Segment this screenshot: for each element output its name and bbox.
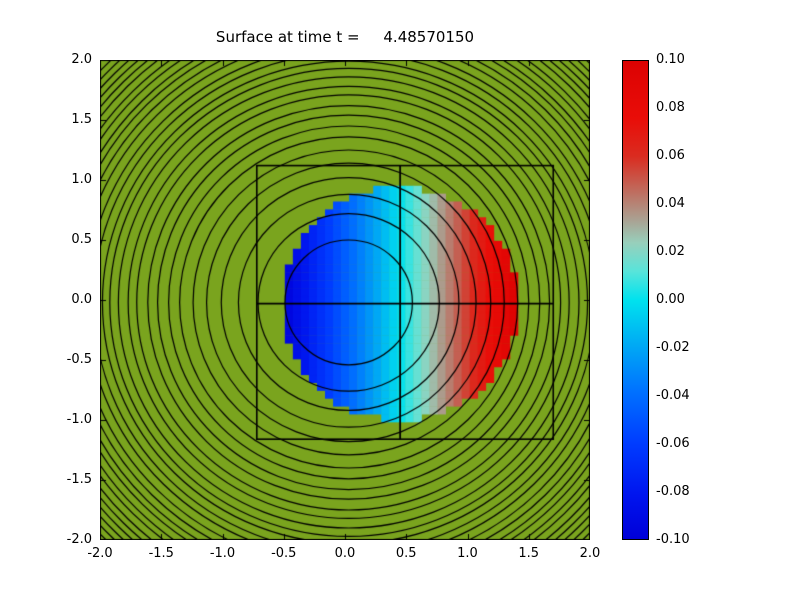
y-tick-label: 0.5 [71, 232, 92, 247]
colorbar-tick-label: 0.04 [656, 196, 685, 211]
x-tick-label: 0.0 [334, 546, 356, 561]
chart-title: Surface at time t = 4.48570150 [215, 28, 475, 46]
colorbar-tick-label: -0.10 [656, 532, 690, 547]
y-tick-label: 1.5 [71, 112, 92, 127]
y-tick-label: -1.0 [66, 412, 92, 427]
colorbar-tick-label: -0.02 [656, 340, 690, 355]
colorbar-tick-label: 0.02 [656, 244, 685, 259]
y-tick-label: 1.0 [71, 172, 92, 187]
colorbar-tick-label: -0.08 [656, 484, 690, 499]
x-tick-label: -0.5 [271, 546, 297, 561]
colorbar [622, 60, 649, 540]
x-tick-label: 1.0 [457, 546, 478, 561]
colorbar-tick-label: 0.00 [656, 292, 685, 307]
colorbar-tick-label: 0.10 [656, 52, 685, 67]
plot-area [100, 60, 590, 540]
y-tick-label: -2.0 [66, 532, 92, 547]
x-tick-label: 2.0 [579, 546, 601, 561]
y-tick-label: -0.5 [66, 352, 92, 367]
x-tick-label: 1.5 [518, 546, 540, 561]
y-tick-label: 2.0 [71, 52, 92, 67]
colorbar-tick-label: 0.08 [656, 100, 685, 115]
y-tick-label: 0.0 [71, 292, 92, 307]
colorbar-tick-label: -0.06 [656, 436, 690, 451]
x-tick-label: 0.5 [395, 546, 417, 561]
colorbar-tick-label: -0.04 [656, 388, 690, 403]
y-tick-label: -1.5 [66, 472, 92, 487]
x-tick-label: -1.5 [148, 546, 174, 561]
colorbar-tick-label: 0.06 [656, 148, 685, 163]
x-tick-label: -2.0 [87, 546, 113, 561]
x-tick-label: -1.0 [209, 546, 236, 561]
